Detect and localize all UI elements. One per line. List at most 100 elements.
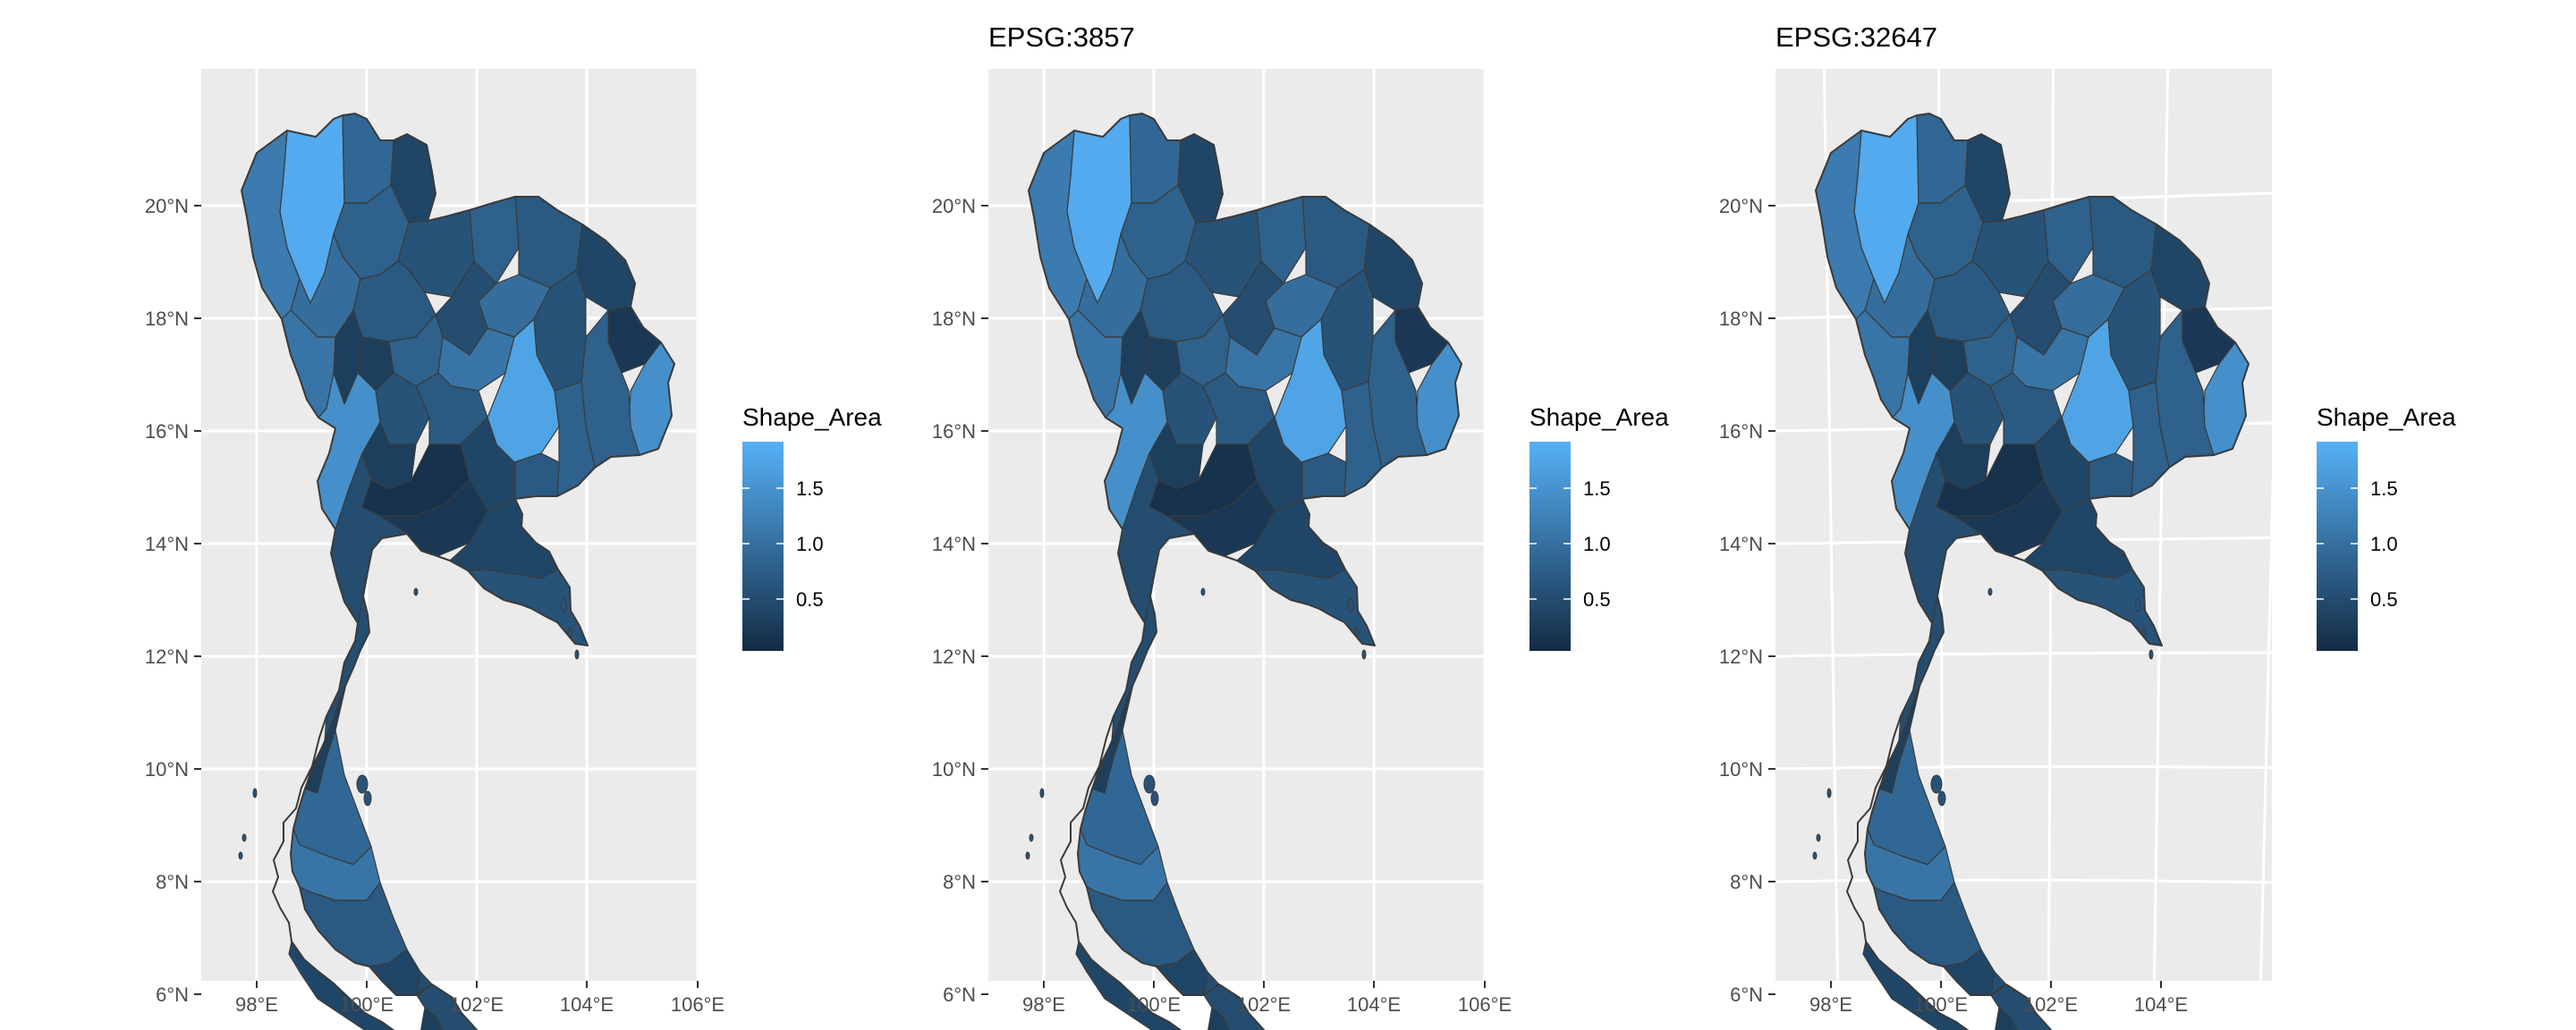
province-regions [1025, 113, 1462, 1030]
province-region [1995, 1007, 2018, 1030]
legend-label: 1.5 [796, 477, 824, 500]
y-axis-ticks: 20°N 18°N 16°N 14°N 12°N 10°N 8°N 6°N [145, 195, 201, 1006]
island [252, 788, 258, 798]
island [2134, 598, 2141, 612]
x-tick-label: 98°E [1809, 993, 1852, 1016]
province-region [2089, 452, 2134, 500]
y-tick-label: 6°N [1730, 984, 1763, 1006]
x-tick-label: 100°E [340, 993, 394, 1016]
legend-label: 1.5 [2370, 477, 2398, 500]
panel-title: EPSG:32647 [1775, 21, 1937, 53]
island [1937, 790, 1946, 806]
y-tick-label: 12°N [145, 646, 189, 668]
island [2148, 649, 2154, 660]
y-tick-label: 18°N [1719, 308, 1763, 330]
island [1987, 587, 1993, 596]
x-axis-ticks: 98°E 100°E 102°E 104°E [1809, 981, 2188, 1016]
island [1930, 774, 1943, 794]
y-tick-label: 14°N [1719, 533, 1763, 555]
island [574, 649, 580, 660]
x-tick-label: 102°E [1237, 993, 1291, 1016]
y-tick-label: 18°N [145, 308, 189, 330]
legend: Shape_Area 1.5 1.0 0.5 [2317, 403, 2456, 651]
map-panel-1: 20°N 18°N 16°N 14°N 12°N 10°N 8°N 6°N 98°E 100°E… [145, 69, 882, 1030]
y-tick-label: 20°N [1719, 195, 1763, 217]
gridline-lat [1775, 878, 2273, 884]
island [413, 587, 419, 596]
legend-label: 0.5 [1583, 588, 1611, 611]
country-outline [1028, 113, 1462, 1030]
legend: Shape_Area 1.5 1.0 0.5 [1530, 403, 1669, 651]
x-tick-label: 100°E [1914, 993, 1968, 1016]
country-outline [1815, 113, 2250, 1030]
y-tick-label: 8°N [1730, 871, 1763, 893]
x-tick-label: 102°E [450, 993, 504, 1016]
province-region [1301, 452, 1347, 500]
y-tick-label: 8°N [943, 871, 976, 893]
island [1354, 627, 1360, 637]
legend-title: Shape_Area [2317, 403, 2456, 431]
legend-colorbar [1530, 442, 1571, 651]
y-tick-label: 12°N [932, 646, 976, 668]
legend-label: 0.5 [796, 588, 824, 611]
x-tick-label: 98°E [1022, 993, 1065, 1016]
island [1039, 788, 1045, 798]
island [1143, 774, 1156, 794]
x-tick-label: 104°E [2134, 993, 2188, 1016]
country-outline [241, 113, 675, 1030]
x-tick-label: 104°E [560, 993, 614, 1016]
island [1025, 851, 1030, 860]
x-tick-label: 102°E [2024, 993, 2078, 1016]
island [567, 627, 572, 637]
island [2141, 627, 2147, 637]
y-tick-label: 6°N [943, 984, 976, 1006]
province-region [514, 452, 560, 500]
legend-colorbar [2317, 442, 2358, 651]
island [356, 774, 369, 794]
y-tick-label: 10°N [145, 758, 189, 781]
island [1812, 851, 1818, 860]
legend-title: Shape_Area [1530, 403, 1669, 431]
x-tick-label: 106°E [671, 993, 724, 1016]
x-tick-label: 104°E [1347, 993, 1401, 1016]
legend-label: 1.5 [1583, 477, 1611, 500]
x-tick-label: 100°E [1127, 993, 1181, 1016]
legend-title: Shape_Area [742, 403, 882, 431]
island [1029, 833, 1034, 842]
y-tick-label: 14°N [145, 533, 189, 555]
island [1361, 649, 1367, 660]
y-tick-label: 12°N [1719, 646, 1763, 668]
x-tick-label: 106°E [1458, 993, 1512, 1016]
y-tick-label: 20°N [145, 195, 189, 217]
y-tick-label: 16°N [932, 420, 976, 443]
legend-label: 1.0 [2370, 533, 2398, 555]
province-region [1208, 1007, 1231, 1030]
y-tick-label: 18°N [932, 308, 976, 330]
y-tick-label: 16°N [1719, 420, 1763, 443]
legend-colorbar [742, 442, 784, 651]
x-axis-ticks: 98°E 100°E 102°E 104°E 106°E [235, 981, 724, 1016]
x-axis-ticks: 98°E 100°E 102°E 104°E 106°E [1022, 981, 1512, 1016]
y-axis-ticks: 20°N 18°N 16°N 14°N 12°N 10°N 8°N 6°N [932, 195, 988, 1006]
y-tick-label: 8°N [156, 871, 189, 893]
island [1200, 587, 1206, 596]
y-axis-ticks: 20°N 18°N 16°N 14°N 12°N 10°N 8°N 6°N [1719, 195, 1775, 1006]
island [1826, 788, 1832, 798]
legend-label: 0.5 [2370, 588, 2398, 611]
y-tick-label: 14°N [932, 533, 976, 555]
legend-label: 1.0 [1583, 533, 1611, 555]
y-tick-label: 6°N [156, 984, 189, 1006]
y-tick-label: 10°N [932, 758, 976, 781]
y-tick-label: 16°N [145, 420, 189, 443]
island [238, 851, 243, 860]
island [1816, 833, 1821, 842]
province-regions [1812, 113, 2250, 1030]
x-tick-label: 98°E [235, 993, 278, 1016]
island [1150, 790, 1159, 806]
island [560, 598, 567, 612]
legend-label: 1.0 [796, 533, 824, 555]
map-panel-epsg3857: 20°N 18°N 16°N 14°N 12°N 10°N 8°N 6°N 98°E 100°E… [932, 21, 1669, 1030]
legend: Shape_Area 1.5 1.0 0.5 [742, 403, 882, 651]
island [242, 833, 247, 842]
map-panel-epsg32647: 20°N 18°N 16°N 14°N 12°N 10°N 8°N 6°N 98°E 100°E… [1719, 21, 2456, 1030]
